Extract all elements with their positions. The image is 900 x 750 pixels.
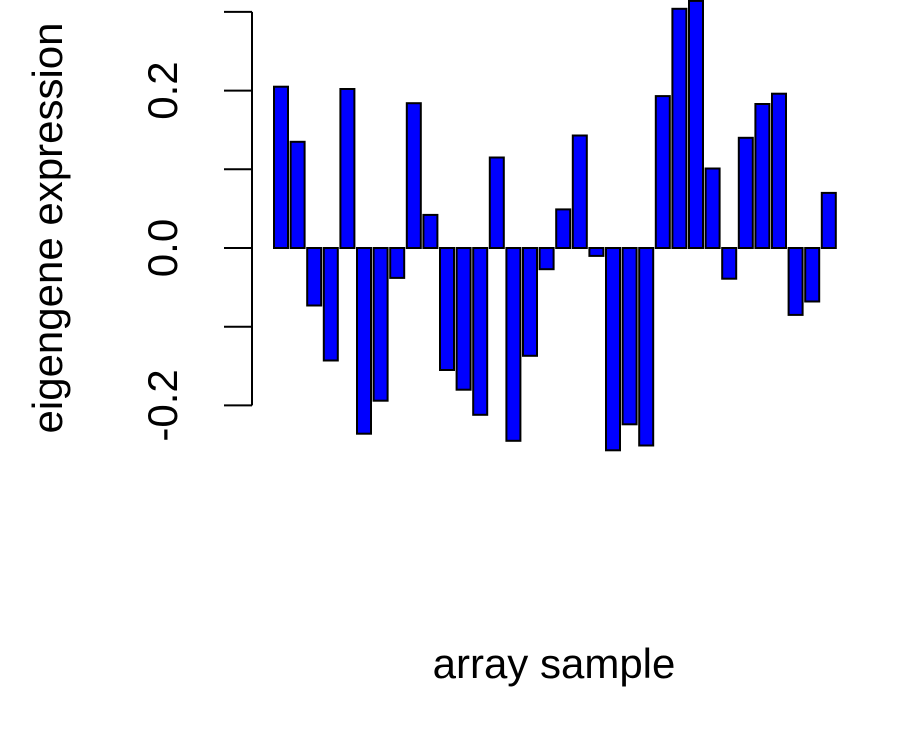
y-tick-label: 0.2 [139,61,186,119]
bar [571,134,588,249]
bar [737,136,754,249]
bar [422,213,439,249]
bar [605,247,621,452]
bar [704,167,721,249]
bar [488,156,505,249]
bar [339,88,356,249]
bar [721,247,738,280]
y-axis-title: eigengene expression [24,23,71,434]
bar [306,247,323,307]
y-axis: -0.2 0.0 0.2 [139,10,253,442]
bar [439,247,455,371]
bar [688,0,704,250]
bar [671,7,688,249]
bar [638,247,655,447]
bar [804,247,821,303]
bar [771,92,787,249]
bar [522,247,538,357]
bar [356,247,372,435]
x-axis-title: array sample [433,640,676,687]
bar [405,102,422,249]
bar [372,247,389,402]
bar [654,95,671,249]
bar [754,103,771,249]
y-tick-label: -0.2 [139,369,186,441]
y-tick-label: 0.0 [139,219,186,277]
bar [289,140,306,249]
bar [455,247,472,391]
bar [389,247,406,279]
bar [787,247,804,316]
bar [505,247,522,442]
bar [621,247,638,426]
bar [322,247,339,362]
bar [555,208,572,249]
bars-group [273,0,837,452]
bar [538,247,555,271]
bar [472,247,489,416]
bar [820,191,837,249]
bar [588,247,605,257]
bar [273,85,289,249]
